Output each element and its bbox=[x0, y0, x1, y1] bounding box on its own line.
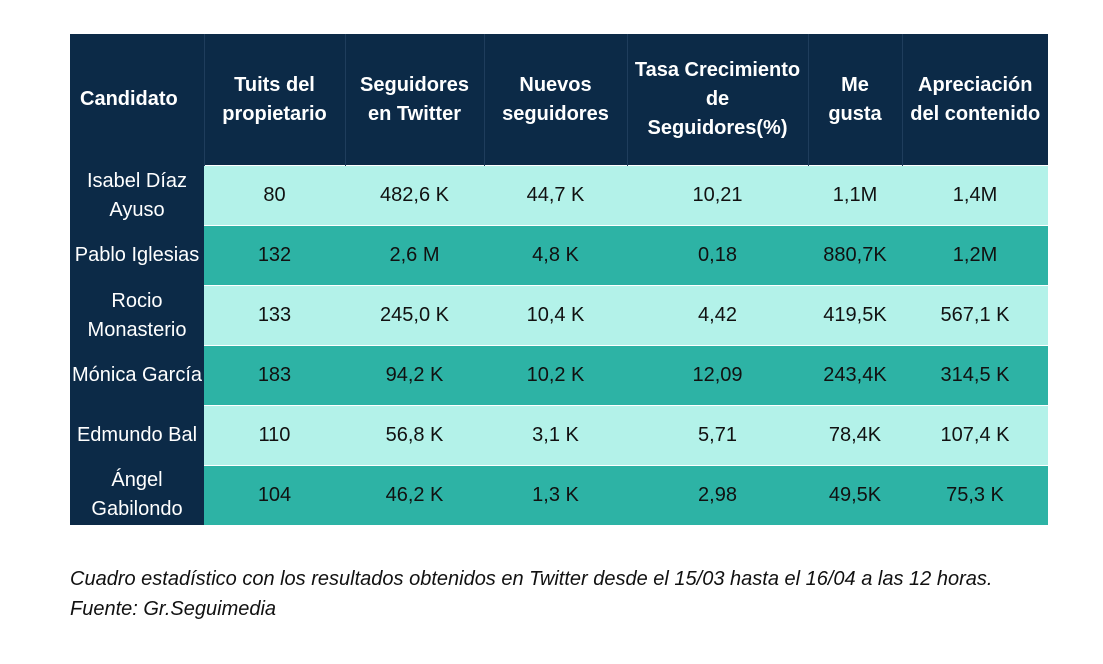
table-row: Pablo Iglesias 132 2,6 M 4,8 K 0,18 880,… bbox=[70, 225, 1048, 286]
tuits-cell: 104 bbox=[204, 465, 345, 525]
header-seguidores-twitter: Seguidores en Twitter bbox=[345, 34, 485, 166]
table-row: Edmundo Bal 110 56,8 K 3,1 K 5,71 78,4K … bbox=[70, 405, 1048, 466]
table-header-row: Candidato Tuits del propietario Seguidor… bbox=[70, 34, 1048, 166]
candidate-name-cell: Isabel Díaz Ayuso bbox=[70, 165, 204, 226]
header-candidato: Candidato bbox=[70, 34, 205, 166]
apreciacion-cell: 75,3 K bbox=[902, 465, 1048, 525]
nuevos-seguidores-cell: 44,7 K bbox=[484, 165, 627, 226]
tuits-cell: 110 bbox=[204, 405, 345, 466]
tuits-cell: 183 bbox=[204, 345, 345, 406]
nuevos-seguidores-cell: 10,4 K bbox=[484, 285, 627, 346]
seguidores-cell: 482,6 K bbox=[345, 165, 484, 226]
nuevos-seguidores-cell: 4,8 K bbox=[484, 225, 627, 286]
tasa-crecimiento-cell: 10,21 bbox=[627, 165, 808, 226]
header-apreciacion: Apreciación del contenido bbox=[902, 34, 1048, 166]
me-gusta-cell: 880,7K bbox=[808, 225, 902, 286]
seguidores-cell: 46,2 K bbox=[345, 465, 484, 525]
apreciacion-cell: 1,2M bbox=[902, 225, 1048, 286]
me-gusta-cell: 243,4K bbox=[808, 345, 902, 406]
candidate-name-cell: Ángel Gabilondo bbox=[70, 465, 204, 525]
tasa-crecimiento-cell: 4,42 bbox=[627, 285, 808, 346]
seguidores-cell: 245,0 K bbox=[345, 285, 484, 346]
stats-table: Candidato Tuits del propietario Seguidor… bbox=[70, 34, 1048, 525]
table-row: Mónica García 183 94,2 K 10,2 K 12,09 24… bbox=[70, 345, 1048, 406]
tuits-cell: 132 bbox=[204, 225, 345, 286]
header-me-gusta: Me gusta bbox=[808, 34, 903, 166]
seguidores-cell: 2,6 M bbox=[345, 225, 484, 286]
table-row: Ángel Gabilondo 104 46,2 K 1,3 K 2,98 49… bbox=[70, 465, 1048, 525]
header-nuevos-seguidores: Nuevos seguidores bbox=[484, 34, 628, 166]
table-row: Rocio Monasterio 133 245,0 K 10,4 K 4,42… bbox=[70, 285, 1048, 346]
tuits-cell: 80 bbox=[204, 165, 345, 226]
me-gusta-cell: 419,5K bbox=[808, 285, 902, 346]
tasa-crecimiento-cell: 2,98 bbox=[627, 465, 808, 525]
candidate-name-cell: Mónica García bbox=[70, 345, 204, 406]
apreciacion-cell: 1,4M bbox=[902, 165, 1048, 226]
nuevos-seguidores-cell: 10,2 K bbox=[484, 345, 627, 406]
table-caption: Cuadro estadístico con los resultados ob… bbox=[70, 568, 993, 620]
me-gusta-cell: 1,1M bbox=[808, 165, 902, 226]
tasa-crecimiento-cell: 5,71 bbox=[627, 405, 808, 466]
nuevos-seguidores-cell: 1,3 K bbox=[484, 465, 627, 525]
apreciacion-cell: 567,1 K bbox=[902, 285, 1048, 346]
seguidores-cell: 56,8 K bbox=[345, 405, 484, 466]
candidate-name-cell: Rocio Monasterio bbox=[70, 285, 204, 346]
tasa-crecimiento-cell: 0,18 bbox=[627, 225, 808, 286]
apreciacion-cell: 314,5 K bbox=[902, 345, 1048, 406]
header-tuits-propietario: Tuits del propietario bbox=[204, 34, 346, 166]
tasa-crecimiento-cell: 12,09 bbox=[627, 345, 808, 406]
seguidores-cell: 94,2 K bbox=[345, 345, 484, 406]
candidate-name-cell: Pablo Iglesias bbox=[70, 225, 204, 286]
me-gusta-cell: 78,4K bbox=[808, 405, 902, 466]
table-row: Isabel Díaz Ayuso 80 482,6 K 44,7 K 10,2… bbox=[70, 165, 1048, 226]
nuevos-seguidores-cell: 3,1 K bbox=[484, 405, 627, 466]
apreciacion-cell: 107,4 K bbox=[902, 405, 1048, 466]
me-gusta-cell: 49,5K bbox=[808, 465, 902, 525]
header-tasa-crecimiento: Tasa Crecimiento de Seguidores(%) bbox=[627, 34, 809, 166]
candidate-name-cell: Edmundo Bal bbox=[70, 405, 204, 466]
tuits-cell: 133 bbox=[204, 285, 345, 346]
